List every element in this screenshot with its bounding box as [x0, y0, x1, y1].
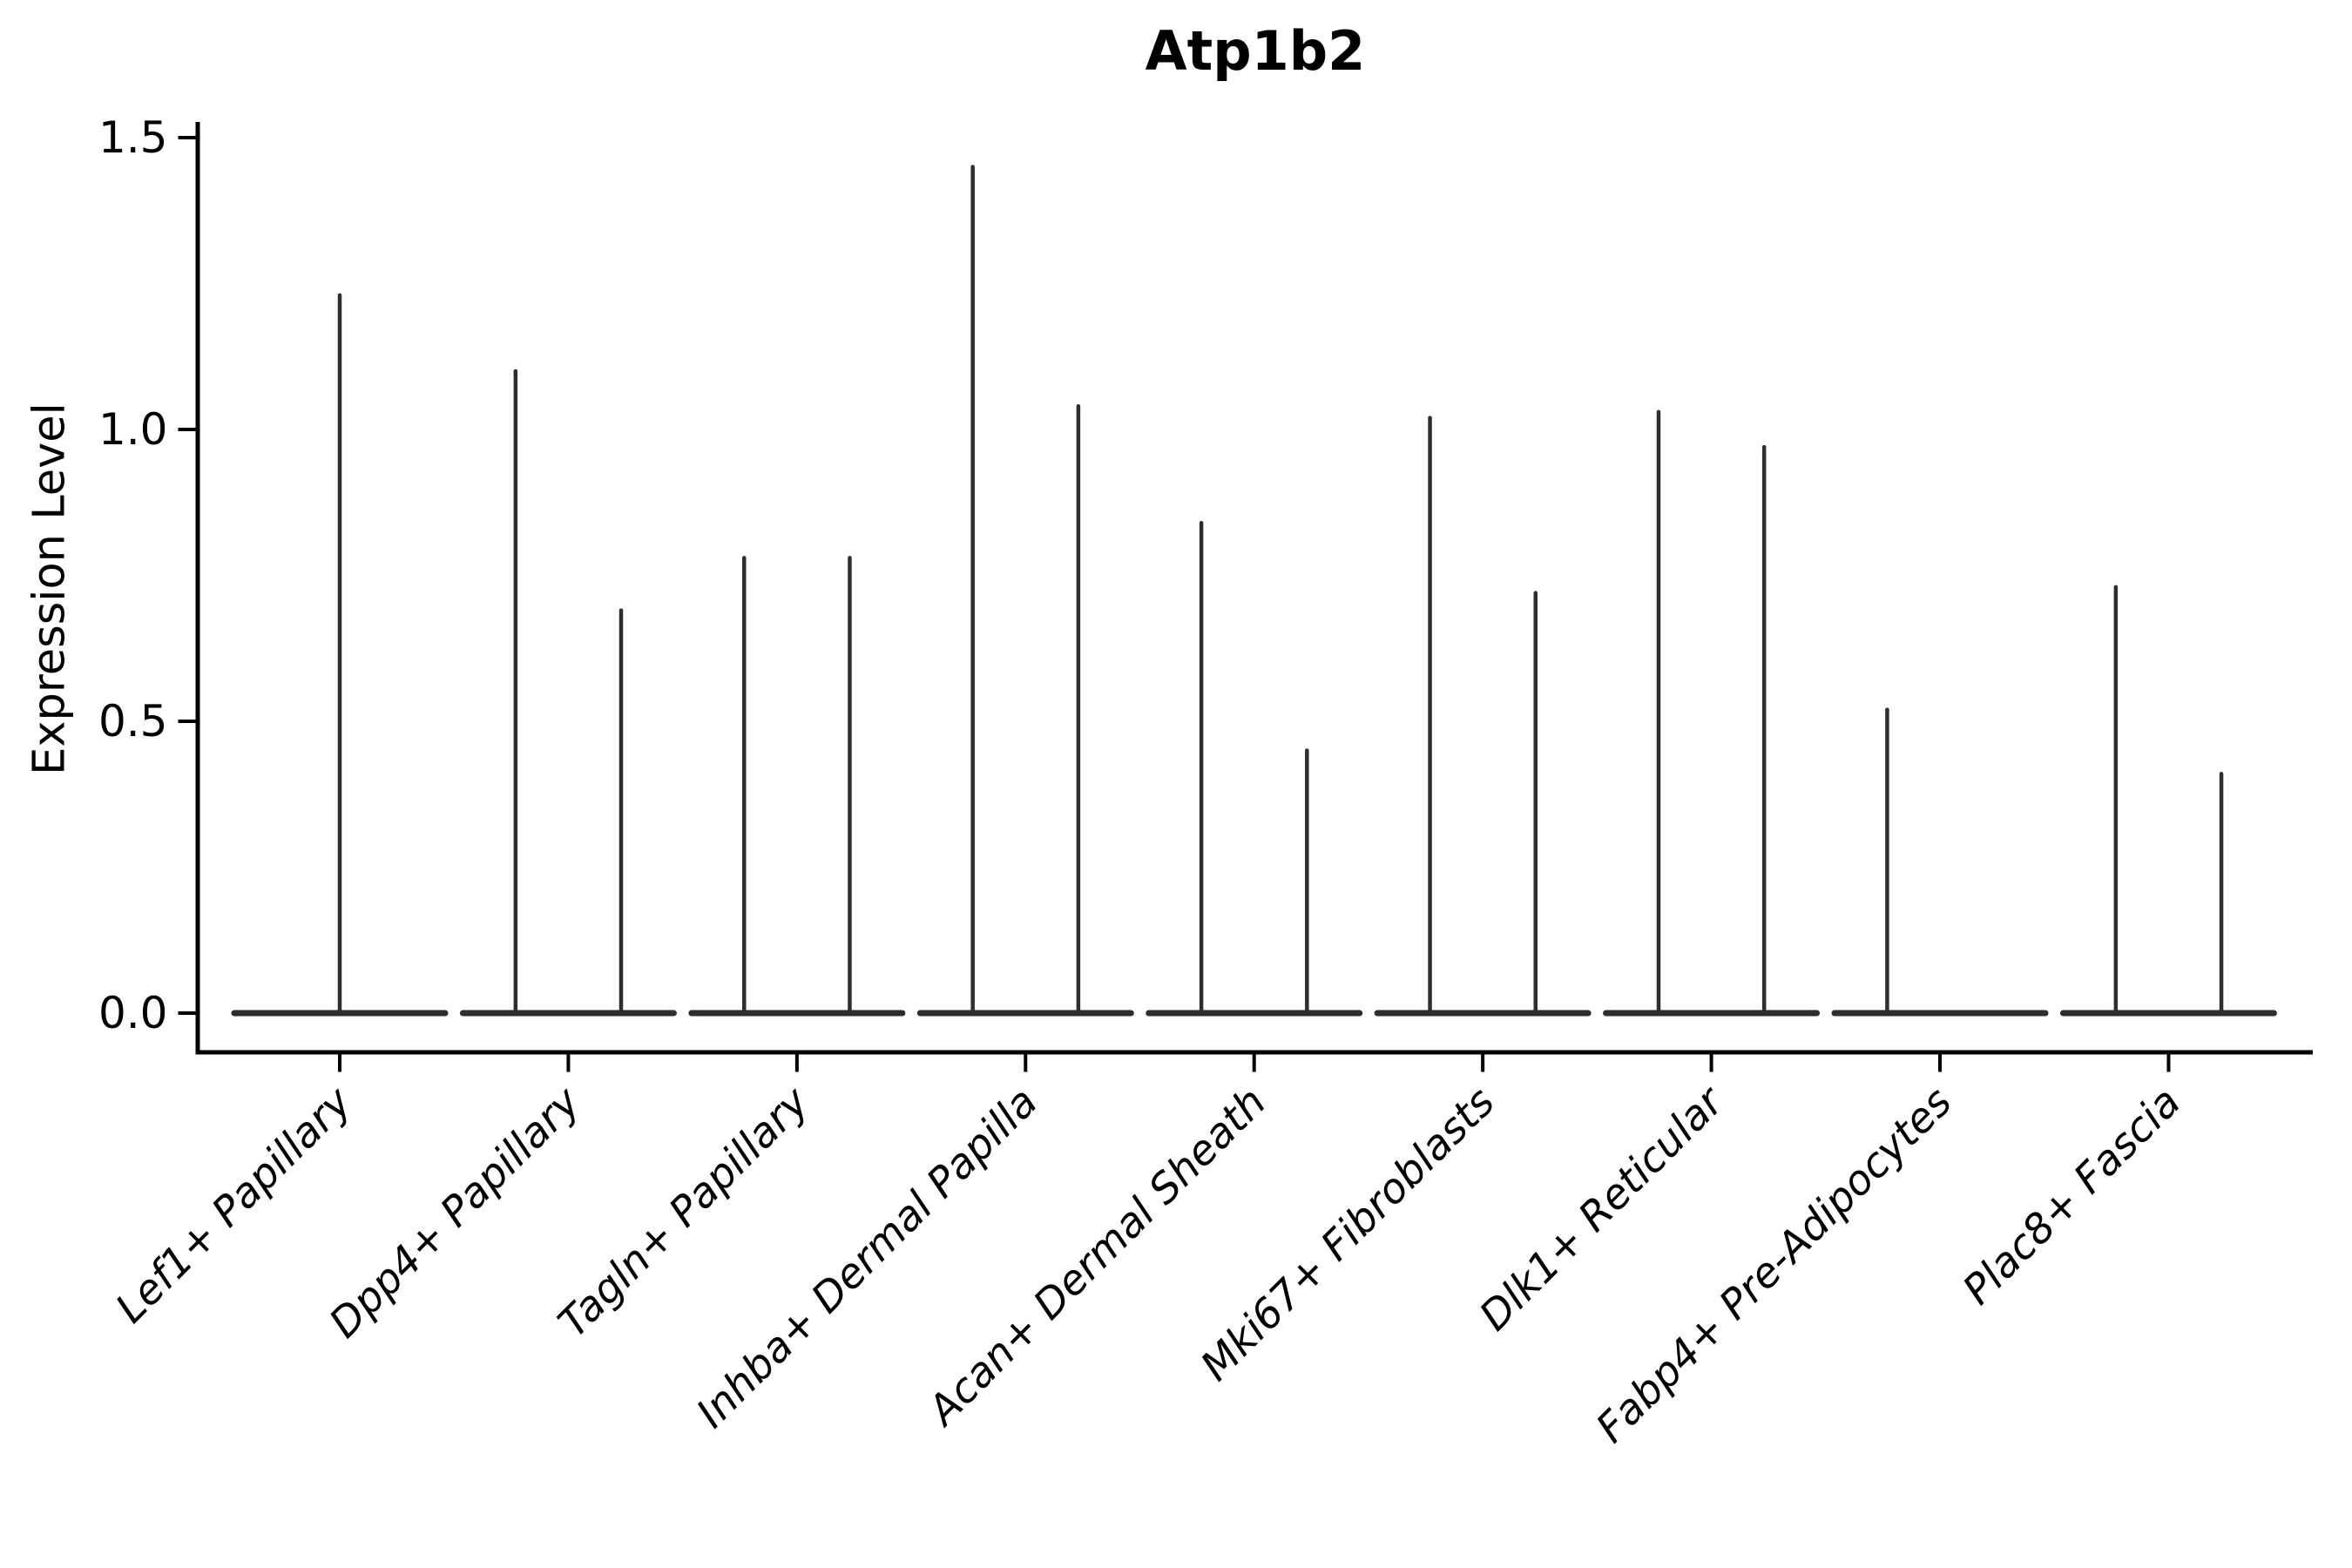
- x-tick-label: Dpp4+ Papillary: [321, 1078, 591, 1348]
- violin-group: [459, 368, 677, 1017]
- violin-group: [1603, 409, 1821, 1017]
- chart-title: Atp1b2: [1145, 19, 1366, 83]
- violin-group: [688, 556, 906, 1017]
- y-tick-label: 0.5: [98, 696, 168, 747]
- y-tick-label: 0.0: [98, 988, 168, 1038]
- y-tick-label: 1.0: [98, 404, 168, 455]
- violin-group: [1374, 416, 1592, 1017]
- violin-group: [1146, 520, 1363, 1017]
- violin-group: [916, 165, 1134, 1017]
- y-tick-label: 1.5: [98, 112, 168, 163]
- x-tick-label: Lef1+ Papillary: [106, 1078, 362, 1333]
- x-tick-label: Plac8+ Fascia: [1954, 1078, 2190, 1315]
- x-tick-label: Tagln+ Papillary: [550, 1078, 820, 1348]
- violin-group: [2059, 585, 2277, 1017]
- violin-group: [1831, 707, 2049, 1017]
- violin-group: [231, 293, 449, 1017]
- x-tick-label: Dlk1+ Reticular: [1470, 1077, 1734, 1341]
